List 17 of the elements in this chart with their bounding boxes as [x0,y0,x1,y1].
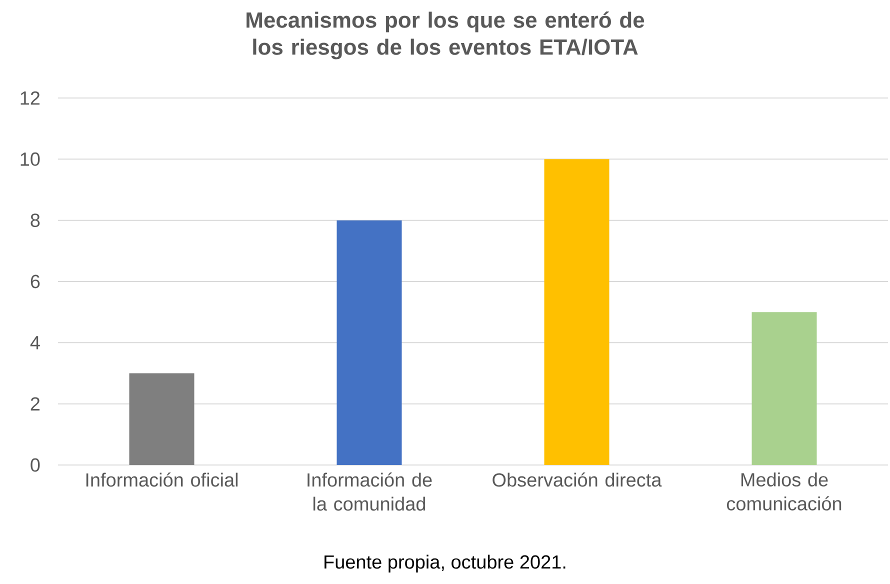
x-tick-label: Información de la comunidad [308,472,432,511]
y-tick-label: 10 [20,152,40,166]
y-tick-label: 0 [30,458,40,472]
y-tick-label: 4 [30,336,40,350]
bar [336,220,402,465]
y-tick-label: 12 [20,91,40,105]
bar [129,373,194,465]
y-tick-label: 6 [30,274,40,288]
x-tick-label: Información oficial [86,472,238,487]
x-tick-label: Observación directa [492,472,662,487]
y-tick-label: 8 [30,214,40,228]
bar [752,312,817,465]
bar [544,159,610,465]
source-note: Fuente propia, octubre 2021. [324,554,566,572]
y-tick-label: 2 [30,397,40,410]
chart-title: Mecanismos por los que se enteró de los riesgos de los eventos ETA/IOTA [246,12,644,60]
x-tick-label: Medios de comunicación [726,472,842,510]
